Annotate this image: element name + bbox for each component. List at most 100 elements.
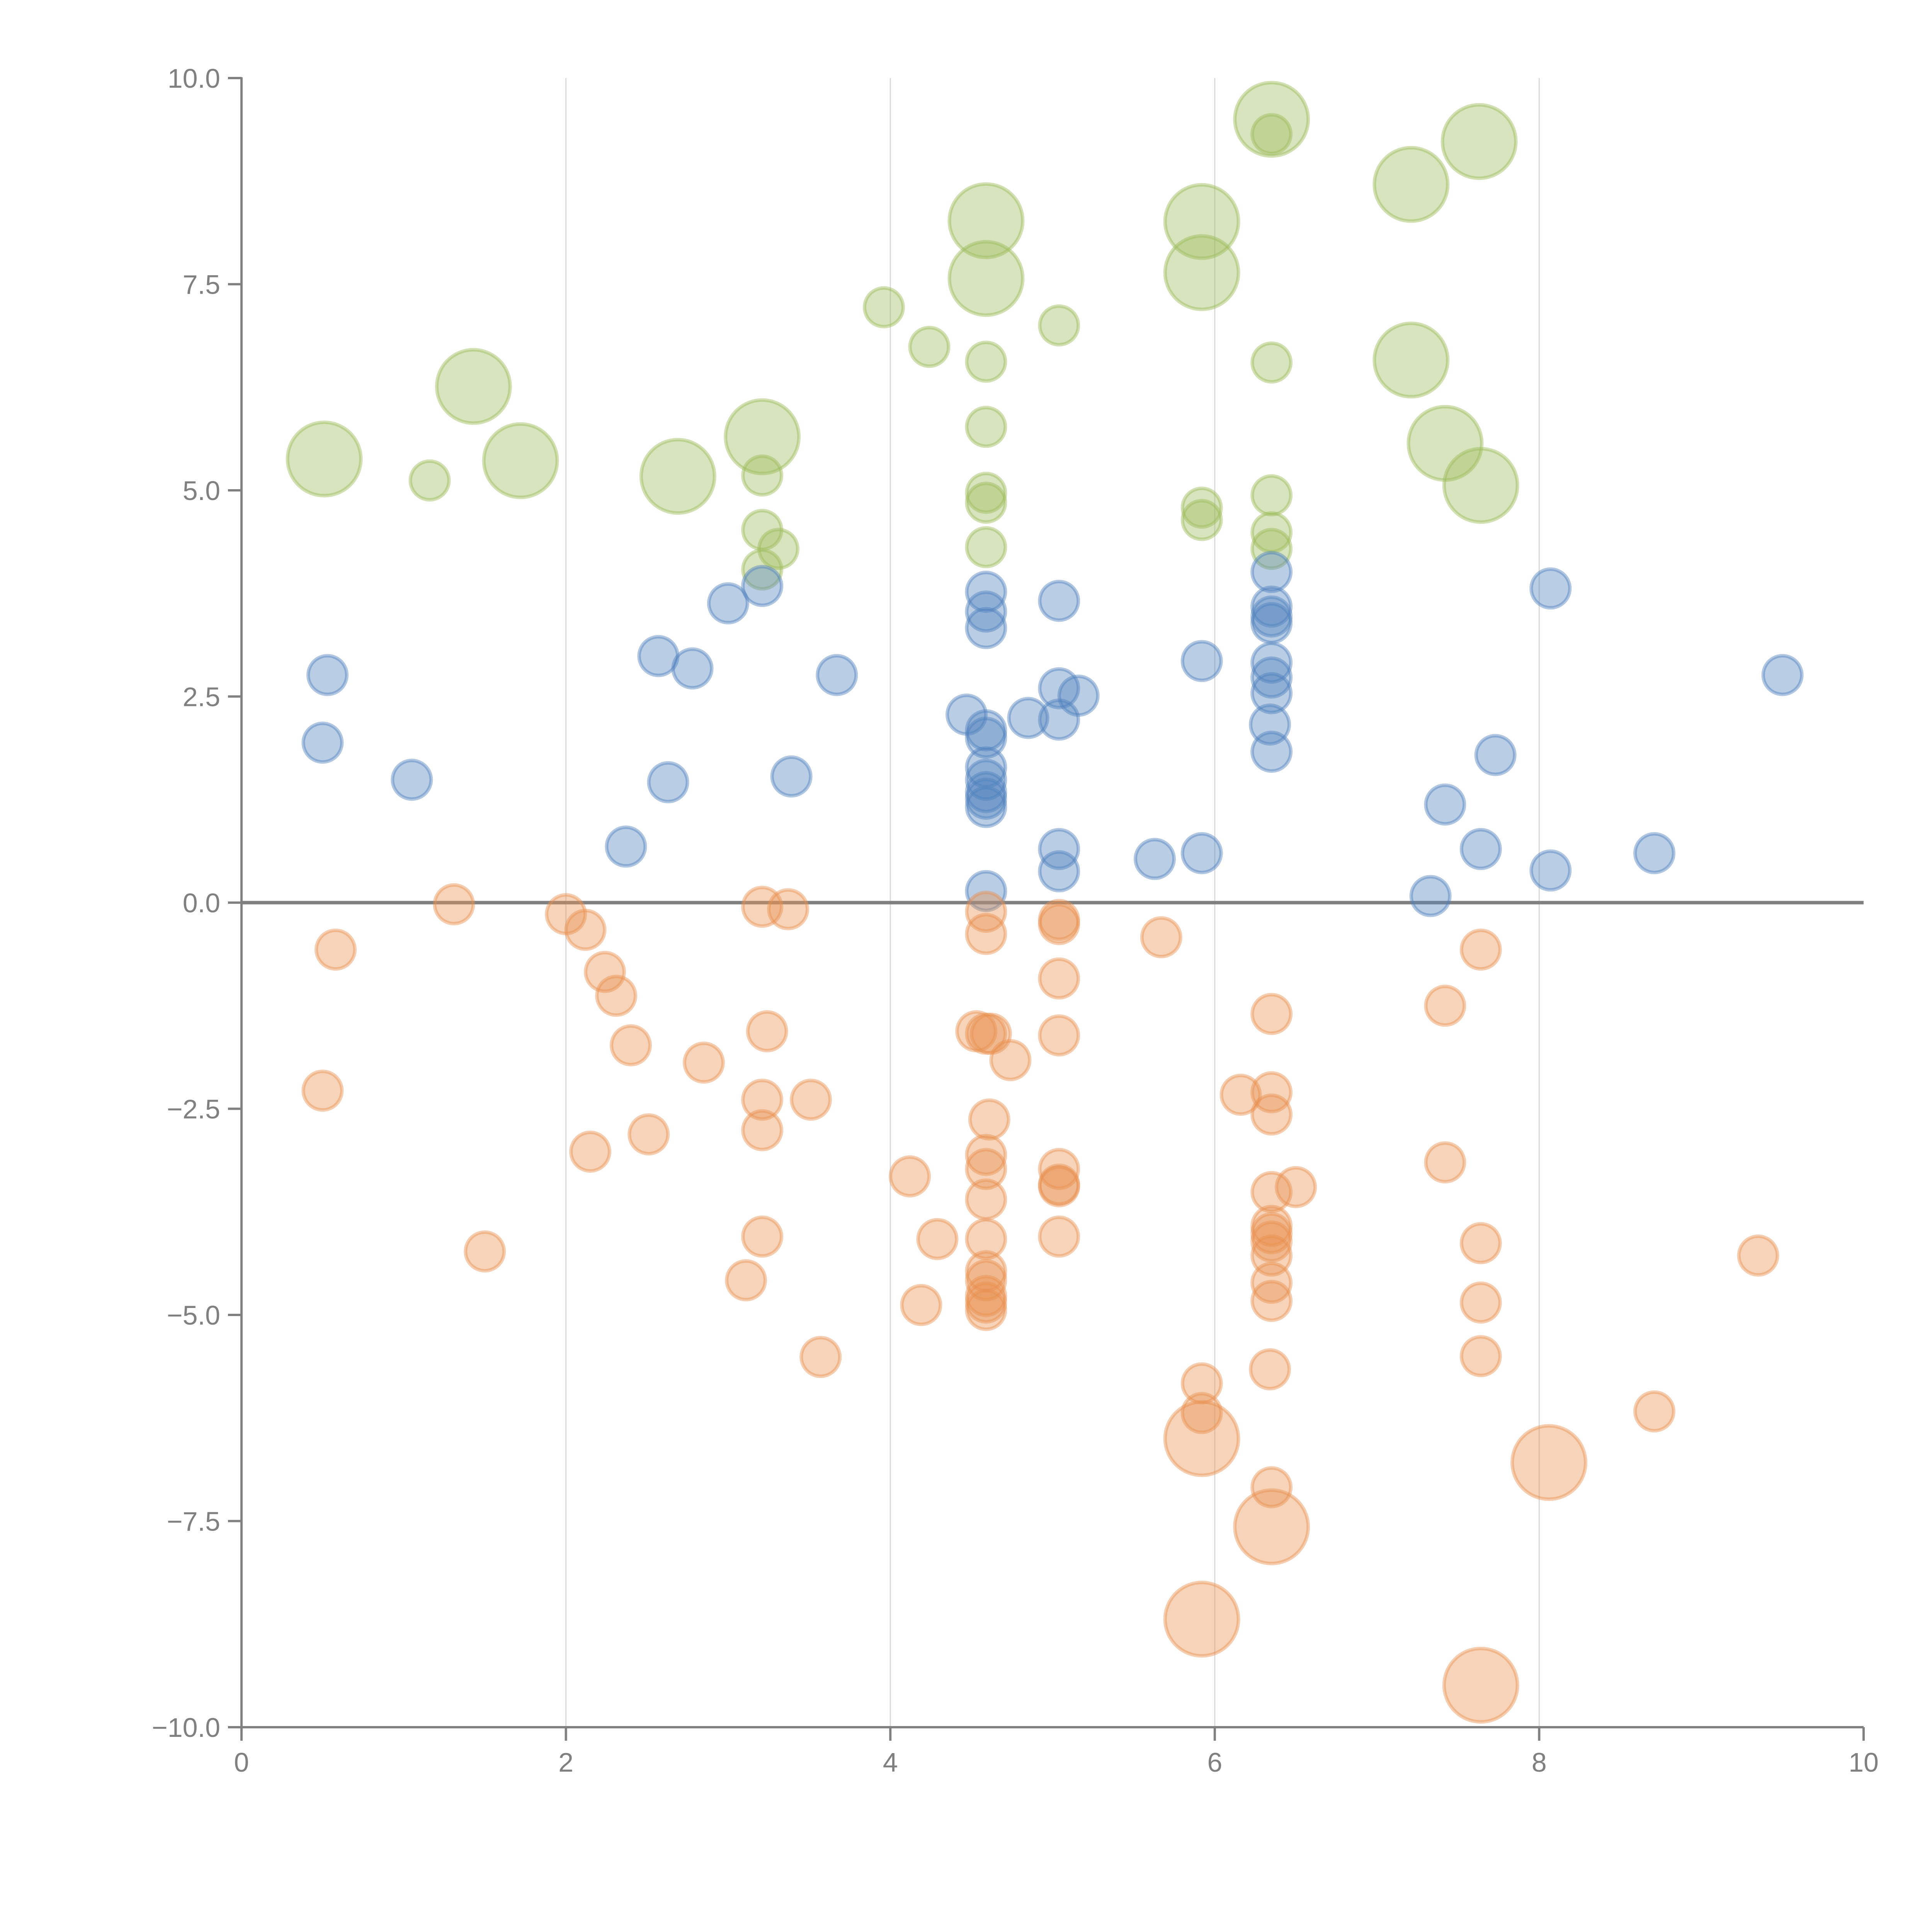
- bubble-blue[interactable]: [1038, 667, 1080, 709]
- bubble-green[interactable]: [639, 438, 716, 515]
- bubble-orange[interactable]: [767, 888, 810, 930]
- bubble-blue[interactable]: [965, 777, 1007, 820]
- bubble-green[interactable]: [947, 240, 1025, 317]
- bubble-orange[interactable]: [965, 1218, 1007, 1260]
- bubble-orange[interactable]: [968, 1098, 1010, 1141]
- bubble-blue[interactable]: [1459, 828, 1502, 870]
- bubble-green[interactable]: [408, 459, 451, 502]
- bubble-blue[interactable]: [965, 786, 1007, 828]
- bubble-blue[interactable]: [965, 607, 1007, 649]
- bubble-orange[interactable]: [989, 1039, 1032, 1082]
- bubble-orange[interactable]: [741, 1215, 784, 1258]
- bubble-orange[interactable]: [628, 1113, 670, 1156]
- bubble-green[interactable]: [1250, 511, 1293, 554]
- bubble-blue[interactable]: [965, 746, 1007, 789]
- bubble-green[interactable]: [862, 286, 905, 328]
- bubble-blue[interactable]: [1249, 703, 1291, 746]
- bubble-blue[interactable]: [1038, 850, 1080, 893]
- bubble-orange[interactable]: [965, 1281, 1007, 1324]
- bubble-green[interactable]: [1250, 474, 1293, 517]
- bubble-blue[interactable]: [946, 693, 988, 736]
- bubble-blue[interactable]: [707, 582, 749, 624]
- bubble-orange[interactable]: [1233, 1488, 1310, 1565]
- bubble-orange[interactable]: [889, 1155, 931, 1197]
- bubble-orange[interactable]: [965, 1250, 1007, 1293]
- bubble-blue[interactable]: [965, 571, 1007, 613]
- bubble-orange[interactable]: [1459, 1222, 1502, 1264]
- bubble-orange[interactable]: [1459, 1335, 1502, 1378]
- bubble-orange[interactable]: [741, 886, 784, 928]
- bubble-orange[interactable]: [1250, 1234, 1293, 1277]
- bubble-orange[interactable]: [725, 1259, 767, 1301]
- bubble-orange[interactable]: [564, 908, 607, 951]
- bubble-blue[interactable]: [1250, 551, 1293, 593]
- bubble-orange[interactable]: [965, 1148, 1007, 1190]
- bubble-blue[interactable]: [965, 771, 1007, 813]
- bubble-blue[interactable]: [1038, 580, 1080, 622]
- bubble-blue[interactable]: [1180, 640, 1223, 682]
- bubble-green[interactable]: [482, 422, 559, 499]
- bubble-orange[interactable]: [1633, 1390, 1675, 1433]
- bubble-green[interactable]: [1250, 341, 1293, 384]
- bubble-orange[interactable]: [965, 1178, 1007, 1221]
- bubble-orange[interactable]: [965, 1134, 1007, 1176]
- bubble-orange[interactable]: [965, 1289, 1007, 1331]
- bubble-orange[interactable]: [1038, 1215, 1080, 1258]
- bubble-orange[interactable]: [741, 1078, 784, 1121]
- bubble-green[interactable]: [1180, 486, 1223, 529]
- bubble-orange[interactable]: [1219, 1073, 1262, 1116]
- bubble-orange[interactable]: [610, 1024, 652, 1066]
- bubble-green[interactable]: [435, 348, 512, 425]
- bubble-orange[interactable]: [1250, 1262, 1293, 1304]
- bubble-orange[interactable]: [1180, 1392, 1223, 1434]
- bubble-green[interactable]: [741, 454, 784, 497]
- bubble-green[interactable]: [1163, 183, 1240, 260]
- bubble-orange[interactable]: [1140, 916, 1182, 959]
- bubble-orange[interactable]: [1250, 1071, 1293, 1114]
- bubble-orange[interactable]: [1250, 1093, 1293, 1136]
- bubble-green[interactable]: [757, 528, 799, 570]
- bubble-orange[interactable]: [1038, 1165, 1080, 1208]
- bubble-blue[interactable]: [1250, 672, 1293, 714]
- bubble-blue[interactable]: [1474, 734, 1517, 776]
- bubble-green[interactable]: [741, 548, 784, 591]
- bubble-orange[interactable]: [1459, 929, 1502, 971]
- bubble-orange[interactable]: [1038, 957, 1080, 1000]
- bubble-orange[interactable]: [965, 891, 1007, 933]
- bubble-orange[interactable]: [1250, 993, 1293, 1035]
- bubble-green[interactable]: [741, 509, 784, 551]
- bubble-orange[interactable]: [1038, 1148, 1080, 1190]
- bubble-orange[interactable]: [1249, 1348, 1291, 1391]
- bubble-green[interactable]: [1038, 304, 1080, 347]
- bubble-blue[interactable]: [741, 565, 784, 607]
- bubble-blue[interactable]: [1038, 698, 1080, 741]
- bubble-orange[interactable]: [1459, 1281, 1502, 1324]
- bubble-orange[interactable]: [583, 951, 626, 993]
- bubble-orange[interactable]: [741, 1109, 784, 1151]
- bubble-orange[interactable]: [1424, 1141, 1466, 1184]
- bubble-blue[interactable]: [1250, 595, 1293, 638]
- bubble-orange[interactable]: [1038, 1163, 1080, 1206]
- bubble-orange[interactable]: [1250, 1212, 1293, 1255]
- bubble-orange[interactable]: [464, 1230, 506, 1273]
- bubble-green[interactable]: [908, 326, 951, 368]
- bubble-orange[interactable]: [965, 1259, 1007, 1301]
- bubble-blue[interactable]: [816, 654, 858, 696]
- bubble-blue[interactable]: [1529, 849, 1572, 892]
- bubble-green[interactable]: [1372, 321, 1450, 399]
- bubble-blue[interactable]: [1424, 783, 1466, 826]
- bubble-blue[interactable]: [306, 654, 349, 696]
- bubble-green[interactable]: [1440, 103, 1518, 180]
- bubble-orange[interactable]: [900, 1284, 942, 1326]
- bubble-orange[interactable]: [799, 1336, 842, 1378]
- bubble-blue[interactable]: [1409, 875, 1452, 917]
- bubble-green[interactable]: [1250, 113, 1293, 155]
- bubble-orange[interactable]: [955, 1010, 998, 1053]
- bubble-orange[interactable]: [1510, 1424, 1588, 1501]
- bubble-green[interactable]: [286, 420, 363, 498]
- bubble-orange[interactable]: [1180, 1362, 1223, 1405]
- bubble-orange[interactable]: [1250, 1205, 1293, 1247]
- bubble-blue[interactable]: [647, 761, 689, 803]
- bubble-green[interactable]: [724, 398, 801, 475]
- bubble-blue[interactable]: [1180, 832, 1223, 874]
